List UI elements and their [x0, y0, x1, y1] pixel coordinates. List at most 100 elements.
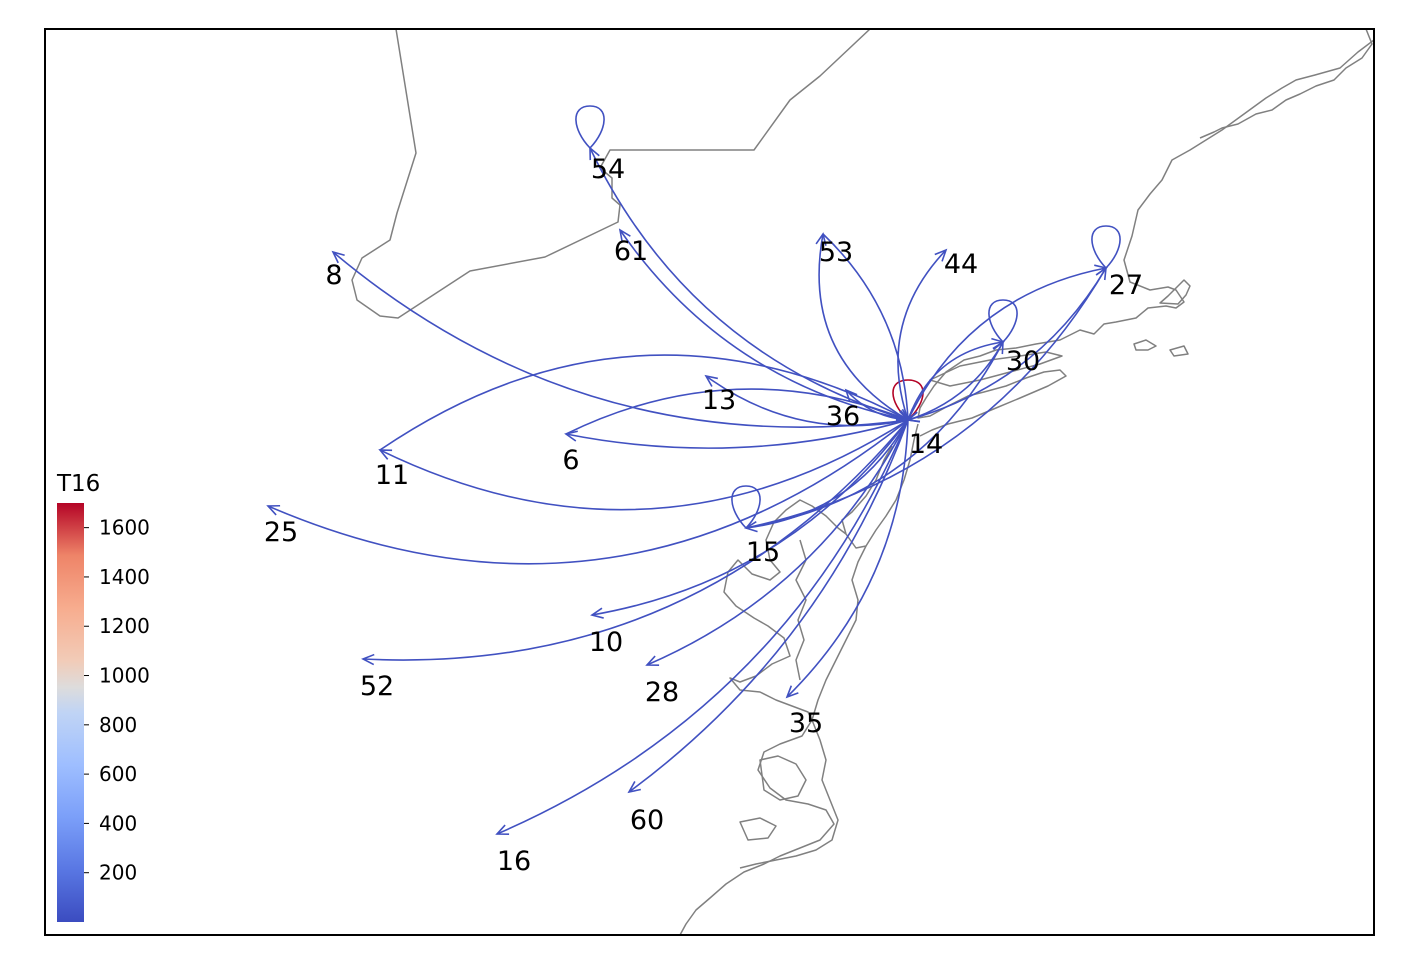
node-label-36: 36: [826, 401, 860, 432]
colorbar-ticks: 200 400 600 800 1000 1200 1400 1600: [84, 516, 150, 885]
edge-layer: [266, 105, 1121, 836]
edge-curve: [705, 375, 909, 427]
edge-14-to-54: [589, 146, 909, 421]
node-label-16: 16: [497, 846, 531, 877]
edge-15-to-15: [731, 485, 761, 529]
edge-curve: [897, 249, 947, 421]
arrowhead: [906, 411, 921, 423]
coastline-island: [1133, 339, 1189, 357]
edge-curve: [907, 267, 1107, 421]
node-label-60: 60: [630, 805, 664, 836]
colorbar-tick-label: 800: [99, 713, 137, 737]
colorbar-tick-label: 1000: [99, 664, 150, 688]
node-label-30: 30: [1006, 346, 1040, 377]
colorbar-gradient: [57, 503, 84, 922]
node-label-54: 54: [591, 154, 625, 185]
edge-curve: [619, 229, 909, 421]
edge-14-to-25: [266, 419, 909, 565]
arrowhead: [645, 655, 660, 667]
node-label-13: 13: [702, 385, 736, 416]
arrowhead: [361, 653, 375, 666]
edge-27-to-14: [906, 267, 1107, 423]
coastline-cape: [1159, 279, 1191, 305]
arrowhead: [618, 228, 631, 243]
edge-curve: [362, 419, 909, 661]
map-frame: [44, 28, 1375, 936]
colorbar-tick-label: 1400: [99, 565, 150, 589]
node-label-10: 10: [589, 627, 623, 658]
edge-curve: [907, 341, 1004, 421]
node-label-11: 11: [375, 460, 409, 491]
edge-14-to-16: [495, 419, 909, 836]
edge-curve: [332, 251, 909, 428]
node-label-layer: 6 8 10 11 13 14 15 16 25 27 28 30 35 36 44 52 53 54 60 61: [264, 154, 1143, 877]
edge-curve: [745, 341, 1004, 529]
edge-14-to-8: [331, 250, 909, 428]
edge-14-to-61: [618, 228, 909, 421]
map-basemap: [351, 29, 1374, 935]
edge-27-to-27: [1091, 225, 1121, 269]
self-loop-54: [575, 105, 605, 149]
self-loop-30: [988, 299, 1018, 343]
node-label-27: 27: [1109, 270, 1143, 301]
node-label-35: 35: [789, 708, 823, 739]
edge-14-to-14: [892, 379, 924, 421]
edge-14-to-10: [590, 419, 909, 619]
edge-54-to-54: [575, 105, 605, 149]
colorbar: T16 200 400 600 800 1000 1200 1400 1600: [56, 471, 150, 922]
colorbar-title: T16: [56, 471, 100, 497]
coastline-maine: [1199, 29, 1373, 139]
edge-30-to-30: [988, 299, 1018, 343]
edge-curve: [565, 419, 909, 449]
colorbar-tick-label: 1200: [99, 614, 150, 638]
arrowhead: [590, 607, 604, 619]
node-label-61: 61: [614, 236, 648, 267]
coastline-jersey: [841, 423, 919, 549]
edge-14-to-11: [378, 419, 909, 511]
border-line: [351, 29, 871, 319]
edge-14-to-27: [907, 264, 1108, 421]
edge-14-to-28: [645, 419, 909, 667]
colorbar-tick-label: 1600: [99, 516, 150, 540]
arrowhead: [704, 374, 718, 387]
coastline-north: [917, 39, 1374, 437]
node-label-53: 53: [819, 237, 853, 268]
self-loop-15: [731, 485, 761, 529]
node-label-52: 52: [360, 671, 394, 702]
node-label-8: 8: [325, 260, 342, 291]
edge-curve: [822, 233, 909, 421]
node-label-25: 25: [264, 517, 298, 548]
coastline-carolina: [739, 719, 839, 869]
arrowhead: [785, 685, 799, 699]
edge-30-to-14: [906, 341, 1004, 423]
node-label-14: 14: [909, 429, 943, 460]
arrowhead: [844, 388, 858, 402]
arrowhead: [331, 250, 345, 264]
colorbar-tick-label: 200: [99, 861, 137, 885]
edge-curve: [907, 267, 1107, 421]
edge-14-to-52: [361, 419, 909, 666]
arrowhead: [495, 824, 510, 836]
self-loop-27: [1091, 225, 1121, 269]
edge-curve: [745, 267, 1107, 529]
arrowhead: [266, 504, 281, 516]
edge-curve: [267, 419, 909, 565]
colorbar-tick-label: 600: [99, 762, 137, 786]
edge-14-to-30: [907, 337, 1005, 421]
coastline-chesapeake: [679, 499, 847, 935]
edge-curve: [818, 233, 909, 421]
arrowhead: [627, 781, 641, 794]
edge-14-to-13: [704, 374, 909, 427]
edge-14-to-44: [897, 248, 948, 421]
edge-curve: [591, 419, 909, 616]
edge-curve: [646, 419, 909, 666]
self-loop-14: [892, 379, 924, 421]
node-label-15: 15: [746, 537, 780, 568]
colorbar-tick-label: 400: [99, 811, 137, 835]
coastline-long-island: [929, 351, 1063, 387]
node-label-44: 44: [944, 249, 978, 280]
edge-curve: [907, 341, 1004, 421]
coastline-delmarva: [795, 539, 867, 721]
edge-curve: [589, 147, 909, 421]
